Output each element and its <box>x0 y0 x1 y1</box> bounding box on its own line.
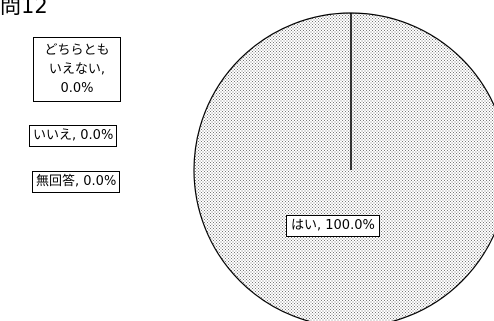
label-mukaito: 無回答, 0.0% <box>32 171 121 193</box>
label-dochira-line1: どちらとも <box>44 43 110 58</box>
label-dochira-line2: いえない, <box>48 62 106 77</box>
label-dochira-line3: 0.0% <box>60 81 94 96</box>
label-dochira-tomo-ienai: どちらとも いえない, 0.0% <box>33 37 121 102</box>
label-iie: いいえ, 0.0% <box>29 125 118 147</box>
pie-slice-0 <box>193 12 494 321</box>
pie-slices <box>193 12 494 321</box>
chart-title: 問12 <box>0 0 48 18</box>
label-hai: はい, 100.0% <box>286 215 380 237</box>
